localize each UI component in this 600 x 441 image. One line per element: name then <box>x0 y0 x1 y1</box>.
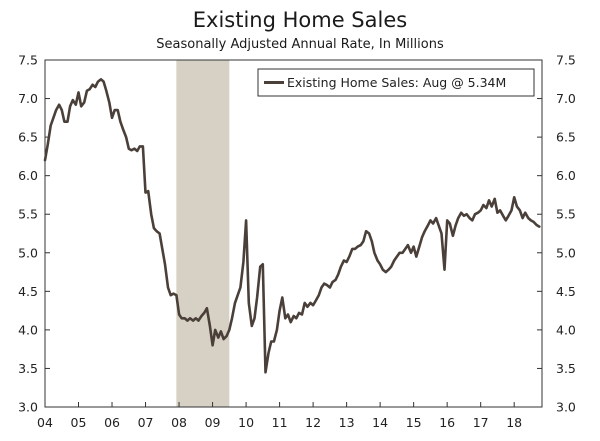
y-tick-label-left: 3.0 <box>18 400 38 415</box>
y-tick-label-left: 7.0 <box>18 91 38 106</box>
y-tick-label-right: 3.5 <box>556 361 576 376</box>
x-tick-label: 04 <box>37 415 53 430</box>
y-tick-label-right: 3.0 <box>556 400 576 415</box>
x-tick-label: 06 <box>104 415 120 430</box>
x-tick-label: 08 <box>171 415 187 430</box>
y-tick-label-left: 3.5 <box>18 361 38 376</box>
x-tick-label: 18 <box>506 415 522 430</box>
x-tick-label: 14 <box>372 415 388 430</box>
y-tick-label-left: 4.5 <box>18 284 38 299</box>
x-tick-label: 13 <box>339 415 355 430</box>
y-tick-label-right: 5.0 <box>556 245 576 260</box>
y-tick-label-left: 5.0 <box>18 245 38 260</box>
legend-label: Existing Home Sales: Aug @ 5.34M <box>287 75 506 90</box>
plot-frame <box>44 59 543 408</box>
x-tick-label: 09 <box>205 415 221 430</box>
y-tick-label-right: 4.5 <box>556 284 576 299</box>
chart-subtitle: Seasonally Adjusted Annual Rate, In Mill… <box>156 37 444 52</box>
series-line-existing-home-sales <box>43 78 541 374</box>
x-tick-label: 12 <box>305 415 321 430</box>
recession-shading <box>176 60 230 407</box>
y-tick-label-right: 5.5 <box>556 207 576 222</box>
x-tick-label: 17 <box>473 415 489 430</box>
y-tick-label-left: 7.5 <box>18 53 38 68</box>
y-tick-label-right: 4.0 <box>556 322 576 337</box>
chart-title: Existing Home Sales <box>192 8 408 32</box>
x-tick-label: 16 <box>439 415 455 430</box>
y-tick-label-left: 5.5 <box>18 207 38 222</box>
x-tick-label: 05 <box>71 415 87 430</box>
legend: Existing Home Sales: Aug @ 5.34M <box>257 68 535 97</box>
x-tick-label: 15 <box>406 415 422 430</box>
y-tick-label-left: 6.0 <box>18 168 38 183</box>
y-tick-label-left: 4.0 <box>18 322 38 337</box>
y-tick-label-right: 7.5 <box>556 53 576 68</box>
x-tick-label: 07 <box>138 415 154 430</box>
y-tick-label-right: 6.0 <box>556 168 576 183</box>
x-tick-label: 10 <box>238 415 254 430</box>
y-tick-label-right: 6.5 <box>556 130 576 145</box>
y-tick-label-right: 7.0 <box>556 91 576 106</box>
legend-box <box>257 68 535 97</box>
x-tick-label: 11 <box>272 415 288 430</box>
y-tick-label-left: 6.5 <box>18 130 38 145</box>
